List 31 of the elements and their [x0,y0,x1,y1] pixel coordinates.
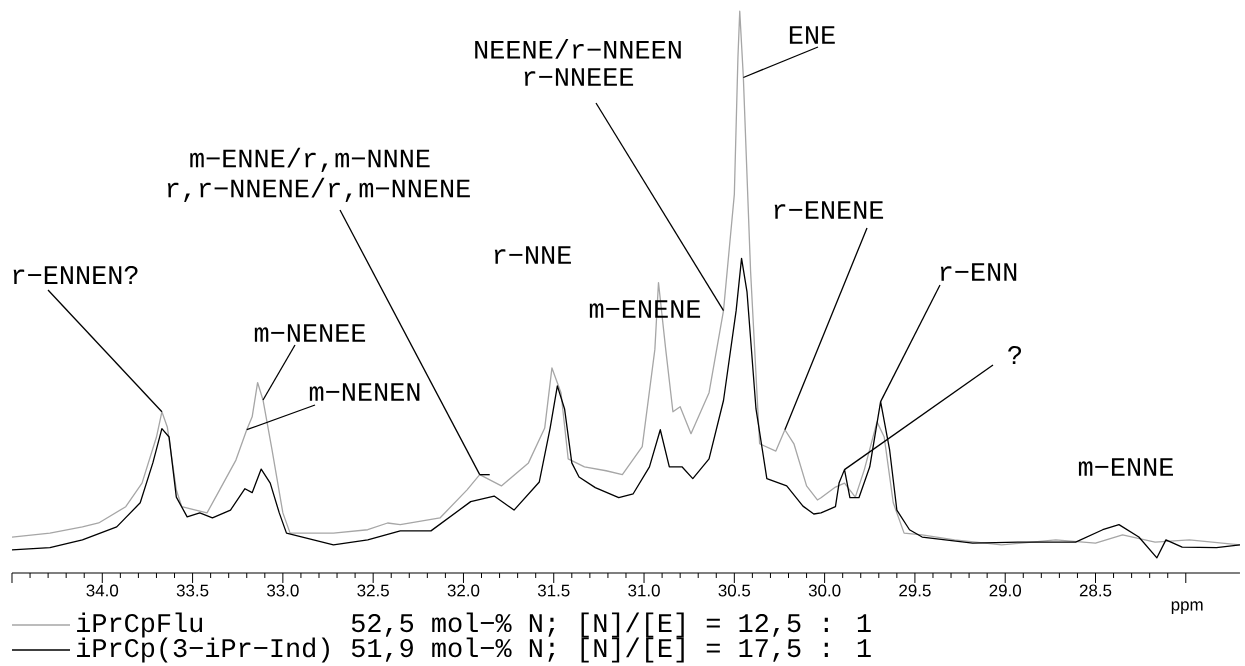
annotation: m−NENEE [254,324,366,342]
annotation: r−ENNEN? [13,265,138,284]
x-tick-label: 30.5 [718,584,751,597]
annotation: r−ENN [940,263,1017,281]
annotation: r,r−NNENE/r,m−NNENE [167,177,470,203]
x-tick-label: 34.0 [86,584,119,597]
annotation: m−ENNE/r,m−NNNE [190,147,430,173]
x-tick-label: 31.0 [628,584,660,597]
annotation: r−ENENE [774,201,884,219]
x-tick-label: 32.0 [447,584,480,597]
annotation: m−ENNE [1078,458,1174,476]
x-tick-label: 30.0 [808,584,841,597]
x-tick-label: 32.5 [357,584,389,597]
x-tick-label: 33.5 [176,584,209,597]
annotation: m−ENENE [589,300,701,318]
x-tick-label: 33.0 [267,584,299,597]
x-tick-label: 29.5 [899,584,931,597]
x-tick-label: 31.5 [537,584,570,597]
text: 51,9 mol−% N; [N]/[E] = 17,5 : 1 [351,637,871,663]
annotation: NEENE/r−NNEEN [475,39,681,59]
legend-label: iPrCpFlu [77,612,203,638]
annotation: ? [1008,345,1022,364]
x-axis-title: ppm [1171,601,1203,614]
x-tick-label: 28.5 [1079,584,1112,597]
x-tick-label: 29.0 [989,584,1022,597]
text: 52,5 mol−% N; [N]/[E] = 12,5 : 1 [351,612,871,638]
legend-label: iPrCp(3−iPr−Ind) [77,637,329,663]
annotation: ENE [789,26,835,44]
annotation: m−NENEN [309,383,420,401]
annotation: r−NNEEE [524,68,634,86]
annotation: r−NNE [494,246,571,264]
